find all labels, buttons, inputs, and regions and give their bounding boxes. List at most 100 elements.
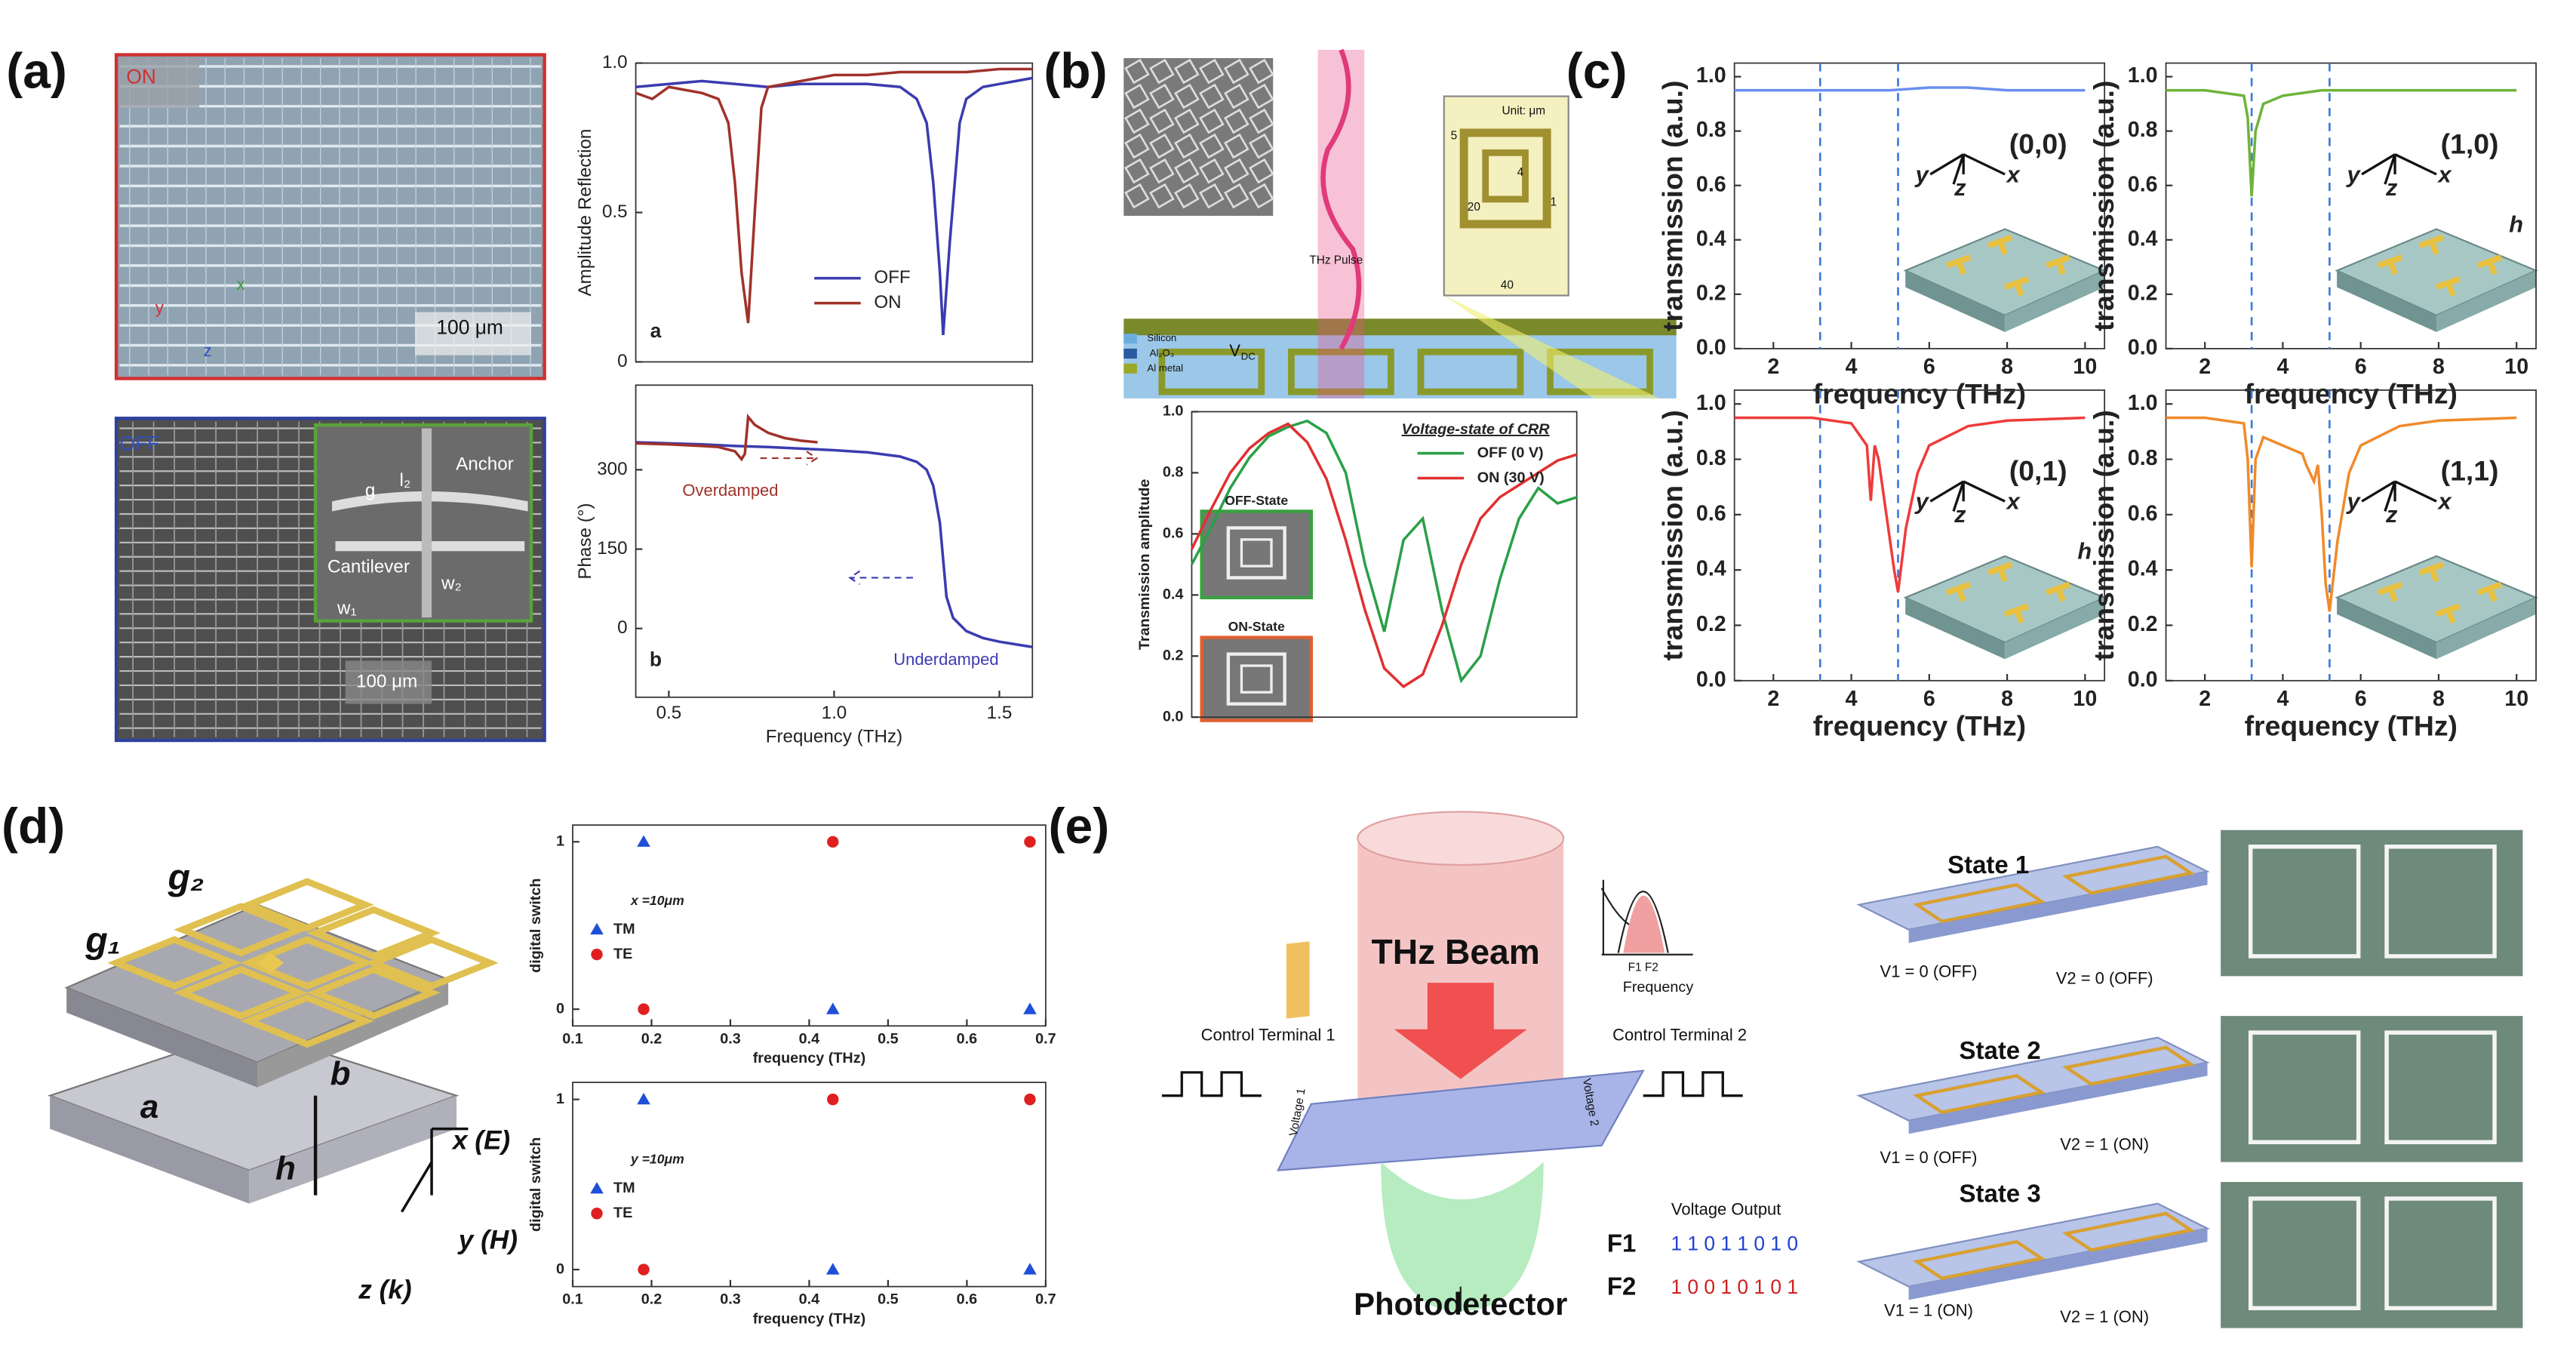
illustration	[1482, 149, 1529, 203]
annotation: x	[2006, 161, 2021, 187]
x-tick-label: 0.6	[957, 1291, 978, 1308]
illustration	[1198, 58, 1225, 85]
illustration	[1124, 108, 1150, 134]
illustration	[364, 936, 499, 990]
illustration	[760, 451, 819, 466]
y-tick-label: 0.2	[1696, 612, 1726, 636]
illustration	[2248, 1030, 2361, 1145]
series-line	[1190, 419, 1578, 684]
x-tick-label: 0.3	[720, 1291, 741, 1308]
panel-text: w₂	[441, 574, 462, 594]
panel-text: THz Beam	[1372, 932, 1540, 971]
panel-text: 1 0 0 1 0 1 0 1	[1671, 1276, 1798, 1298]
x-tick-label: 4	[2276, 355, 2289, 379]
panel-text: y (H)	[457, 1226, 518, 1255]
illustration	[1223, 158, 1250, 184]
illustration	[1161, 1071, 1262, 1097]
illustration	[1174, 83, 1200, 109]
panel-text: Control Terminal 1	[1201, 1025, 1336, 1044]
panel-text: 20	[1468, 201, 1480, 214]
marker	[637, 1092, 650, 1105]
illustration	[1905, 597, 2006, 660]
y-tick-label: 1.0	[1696, 391, 1726, 415]
y-tick-label: 1	[556, 833, 564, 850]
illustration	[1223, 83, 1250, 109]
y-tick-label: 0.6	[1696, 501, 1726, 525]
panel-text: F1 F2	[1628, 961, 1658, 974]
panel-text: Control Terminal 2	[1612, 1025, 1747, 1044]
y-tick-label: 0.8	[1163, 464, 1184, 481]
panel-text: OFF	[120, 432, 160, 454]
series-line	[1734, 416, 2086, 592]
illustration	[2384, 1196, 2497, 1310]
marker	[638, 1003, 650, 1015]
illustration	[107, 936, 241, 990]
panel-text: V2 = 1 (ON)	[2060, 1307, 2149, 1326]
illustration	[2005, 597, 2105, 660]
annotation: x	[2436, 161, 2452, 187]
x-tick-label: 0.7	[1035, 1291, 1056, 1308]
y-tick-label: 1.0	[602, 52, 628, 72]
illustration	[1248, 183, 1274, 209]
marker	[825, 1002, 840, 1014]
y-axis-label: transmission (a.u.)	[2088, 410, 2120, 660]
panel-label: (d)	[2, 798, 65, 854]
illustration	[2435, 275, 2461, 297]
panel-text: 1 1 0 1 1 0 1 0	[1671, 1233, 1798, 1255]
x-tick-label: 8	[2001, 355, 2013, 379]
plot-frame	[1733, 389, 2106, 682]
illustration	[1248, 133, 1274, 159]
panel-text: b	[330, 1055, 351, 1092]
annotation: (0,1)	[2009, 455, 2067, 487]
illustration	[1381, 1162, 1544, 1312]
y-tick-label: 0.0	[1696, 667, 1726, 691]
panel-text: F1	[1607, 1229, 1637, 1257]
annotation: y	[2346, 161, 2362, 187]
illustration	[2221, 1016, 2523, 1162]
legend-label: OFF (0 V)	[1477, 445, 1544, 461]
legend-swatch	[591, 1208, 603, 1220]
annotation: OFF-State	[1225, 493, 1288, 508]
illustration	[1223, 183, 1250, 209]
illustration	[50, 1095, 250, 1204]
illustration	[400, 1127, 469, 1213]
x-tick-label: 10	[2504, 687, 2528, 711]
panel-text: THz Pulse	[1309, 254, 1363, 266]
plot-frame	[1733, 62, 2106, 349]
annotation: x	[2436, 488, 2452, 515]
series-line	[635, 441, 1033, 648]
y-axis-label: digital switch	[527, 879, 544, 973]
illustration	[1198, 108, 1225, 134]
illustration	[119, 57, 200, 108]
marker	[1023, 1263, 1037, 1275]
annotation: (0,0)	[2009, 128, 2067, 159]
x-tick-label: 10	[2073, 687, 2097, 711]
y-tick-label: 300	[597, 459, 627, 479]
series-line	[2166, 416, 2517, 612]
panel-text: DC	[1241, 350, 1256, 362]
y-tick-label: 0.0	[2128, 667, 2158, 691]
legend-label: TM	[613, 921, 635, 937]
illustration	[1124, 158, 1150, 184]
illustration	[174, 903, 308, 957]
panel-text: l₂	[399, 470, 410, 491]
annotation: x =10μm	[630, 893, 684, 908]
y-tick-label: 0.4	[1696, 557, 1726, 581]
y-tick-label: 0.2	[1696, 281, 1726, 305]
y-axis-label: transmission (a.u.)	[1656, 81, 1688, 331]
panel-text: l₁	[546, 537, 557, 557]
x-tick-label: 0.4	[799, 1291, 820, 1308]
illustration	[1124, 58, 1150, 85]
annotation: y =10μm	[630, 1152, 684, 1167]
annotation: z	[2385, 501, 2398, 528]
panel-text: V1 = 1 (ON)	[1884, 1300, 1973, 1319]
illustration	[1929, 480, 2006, 512]
y-tick-label: 1.0	[2128, 63, 2158, 88]
illustration	[2045, 581, 2071, 602]
illustration	[1198, 183, 1225, 209]
illustration	[1912, 854, 2196, 924]
x-tick-label: 10	[2073, 355, 2097, 379]
panel-text: State 2	[1960, 1036, 2041, 1064]
legend-swatch	[590, 922, 604, 935]
